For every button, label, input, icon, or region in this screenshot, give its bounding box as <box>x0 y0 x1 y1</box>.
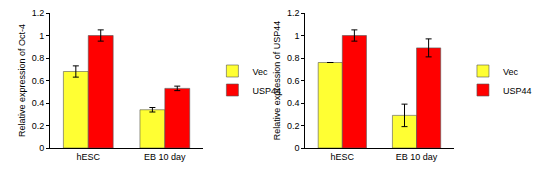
svg-text:0.6: 0.6 <box>287 76 300 86</box>
svg-text:0: 0 <box>39 143 44 153</box>
svg-text:0: 0 <box>294 143 299 153</box>
svg-text:Relative expression of Oct-4: Relative expression of Oct-4 <box>17 24 27 137</box>
svg-text:0.8: 0.8 <box>32 53 45 63</box>
svg-text:1: 1 <box>39 31 44 41</box>
svg-text:EB 10 day: EB 10 day <box>144 152 186 162</box>
svg-text:USP44: USP44 <box>503 86 532 96</box>
svg-text:Vec: Vec <box>252 67 268 77</box>
svg-text:0.4: 0.4 <box>32 98 45 108</box>
svg-text:1.2: 1.2 <box>32 8 45 18</box>
svg-text:EB 10 day: EB 10 day <box>396 152 438 162</box>
svg-text:0.6: 0.6 <box>32 76 45 86</box>
svg-text:1.2: 1.2 <box>287 8 300 18</box>
svg-text:0.2: 0.2 <box>32 121 45 131</box>
svg-text:1: 1 <box>294 31 299 41</box>
svg-text:USP44: USP44 <box>252 86 281 96</box>
svg-text:hESC: hESC <box>331 152 355 162</box>
svg-text:0.2: 0.2 <box>287 121 300 131</box>
svg-text:0.4: 0.4 <box>287 98 300 108</box>
svg-text:Vec: Vec <box>503 67 519 77</box>
svg-text:Relative expression of USP44: Relative expression of USP44 <box>272 21 282 141</box>
svg-text:0.8: 0.8 <box>287 53 300 63</box>
svg-text:hESC: hESC <box>77 152 101 162</box>
